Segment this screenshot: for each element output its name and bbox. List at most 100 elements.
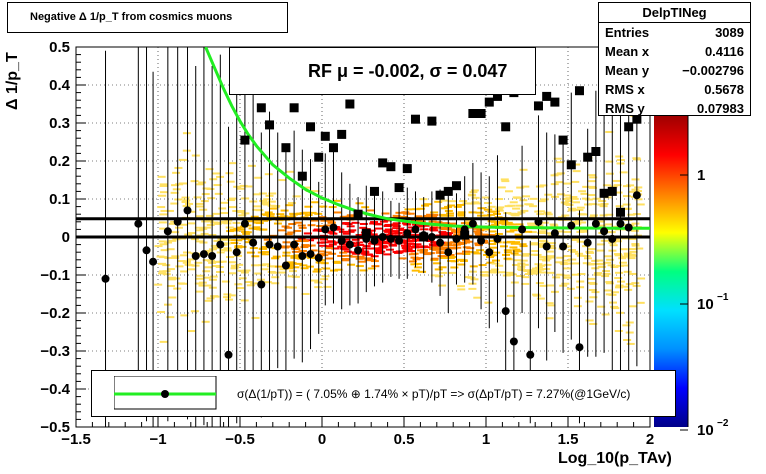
heatmap-cell [209, 221, 218, 224]
heatmap-cell [196, 274, 205, 277]
heatmap-cell [516, 275, 525, 278]
heatmap-cell [515, 223, 524, 226]
heatmap-cell [400, 215, 409, 218]
heatmap-cell [300, 216, 309, 219]
heatmap-cell [473, 252, 482, 255]
heatmap-cell [379, 245, 388, 248]
heatmap-cell [510, 242, 519, 245]
heatmap-cell [447, 259, 456, 262]
heatmap-cell [430, 274, 439, 277]
heatmap-cell [374, 240, 383, 243]
heatmap-cell [577, 213, 586, 216]
heatmap-cell [517, 268, 526, 271]
heatmap-cell [448, 271, 457, 274]
heatmap-cell [510, 252, 519, 255]
profile-point [232, 248, 241, 257]
heatmap-cell [360, 252, 369, 255]
heatmap-cell [519, 259, 528, 262]
heatmap-cell [625, 321, 634, 324]
heatmap-cell [383, 229, 392, 232]
heatmap-cell [589, 296, 598, 299]
heatmap-cell [439, 256, 448, 259]
heatmap-cell [158, 194, 167, 197]
heatmap-cell [471, 201, 480, 204]
rms-point [369, 186, 379, 196]
heatmap-cell [512, 253, 521, 256]
heatmap-cell [213, 184, 222, 187]
profile-point [427, 233, 436, 241]
heatmap-cell [226, 180, 235, 183]
heatmap-cell [208, 278, 217, 281]
heatmap-cell [598, 200, 607, 203]
heatmap-cell [457, 214, 466, 217]
heatmap-cell [614, 330, 623, 333]
heatmap-cell [629, 250, 638, 253]
heatmap-cell [631, 282, 640, 285]
heatmap-cell [577, 273, 586, 276]
heatmap-cell [158, 221, 167, 224]
x-tick-label: −1 [149, 431, 166, 448]
heatmap-cell [381, 240, 390, 243]
heatmap-cell [588, 289, 597, 292]
heatmap-cell [292, 195, 301, 198]
heatmap-cell [485, 256, 494, 259]
stats-label: RMS y [605, 101, 645, 116]
profile-point [290, 240, 299, 249]
heatmap-cell [601, 270, 610, 273]
rms-point [378, 158, 388, 168]
heatmap-cell [499, 245, 508, 248]
heatmap-cell [627, 213, 636, 216]
resolution-legend: σ(Δ(1/pT)) = ( 7.05% ⊕ 1.74% × pT)/pT =>… [91, 370, 676, 417]
heatmap-cell [445, 232, 454, 235]
heatmap-cell [288, 223, 297, 226]
heatmap-cell [162, 264, 171, 267]
heatmap-cell [611, 291, 620, 294]
heatmap-cell [230, 242, 239, 245]
heatmap-cell [300, 240, 309, 243]
heatmap-cell [568, 258, 577, 261]
heatmap-cell [531, 250, 540, 253]
heatmap-cell [159, 227, 168, 230]
heatmap-cell [201, 320, 210, 323]
heatmap-cell [190, 180, 199, 183]
heatmap-cell [556, 193, 565, 196]
heatmap-cell [264, 211, 273, 214]
heatmap-cell [504, 205, 513, 208]
heatmap-cell [203, 284, 212, 287]
heatmap-cell [636, 203, 645, 206]
heatmap-cell [180, 314, 189, 317]
heatmap-cell [346, 230, 355, 233]
heatmap-cell [351, 238, 360, 241]
heatmap-cell [309, 249, 318, 252]
heatmap-cell [577, 190, 586, 193]
heatmap-cell [206, 188, 215, 191]
x-tick-label: −1.5 [61, 431, 91, 448]
heatmap-cell [299, 264, 308, 267]
heatmap-cell [406, 212, 415, 215]
heatmap-cell [564, 245, 573, 248]
heatmap-cell [469, 191, 478, 194]
heatmap-cell [597, 220, 606, 223]
heatmap-cell [487, 220, 496, 223]
heatmap-cell [445, 214, 454, 217]
profile-point [591, 219, 600, 228]
heatmap-cell [271, 276, 280, 279]
heatmap-cell [603, 261, 612, 264]
heatmap-cell [555, 181, 564, 184]
stats-label: Mean y [605, 63, 650, 78]
heatmap-cell [453, 205, 462, 208]
heatmap-cell [381, 212, 390, 215]
heatmap-cell [456, 203, 465, 206]
heatmap-cell [356, 255, 365, 258]
heatmap-cell [509, 201, 518, 204]
fit-legend: RF μ = -0.002, σ = 0.047 [229, 47, 536, 95]
x-tick-label: 1.5 [558, 431, 579, 448]
heatmap-cell [547, 304, 556, 307]
heatmap-cell [171, 231, 180, 234]
heatmap-cell [563, 182, 572, 185]
heatmap-cell [533, 270, 542, 273]
heatmap-cell [481, 228, 490, 231]
heatmap-cell [246, 284, 255, 287]
heatmap-cell [435, 247, 444, 250]
heatmap-cell [206, 297, 215, 300]
